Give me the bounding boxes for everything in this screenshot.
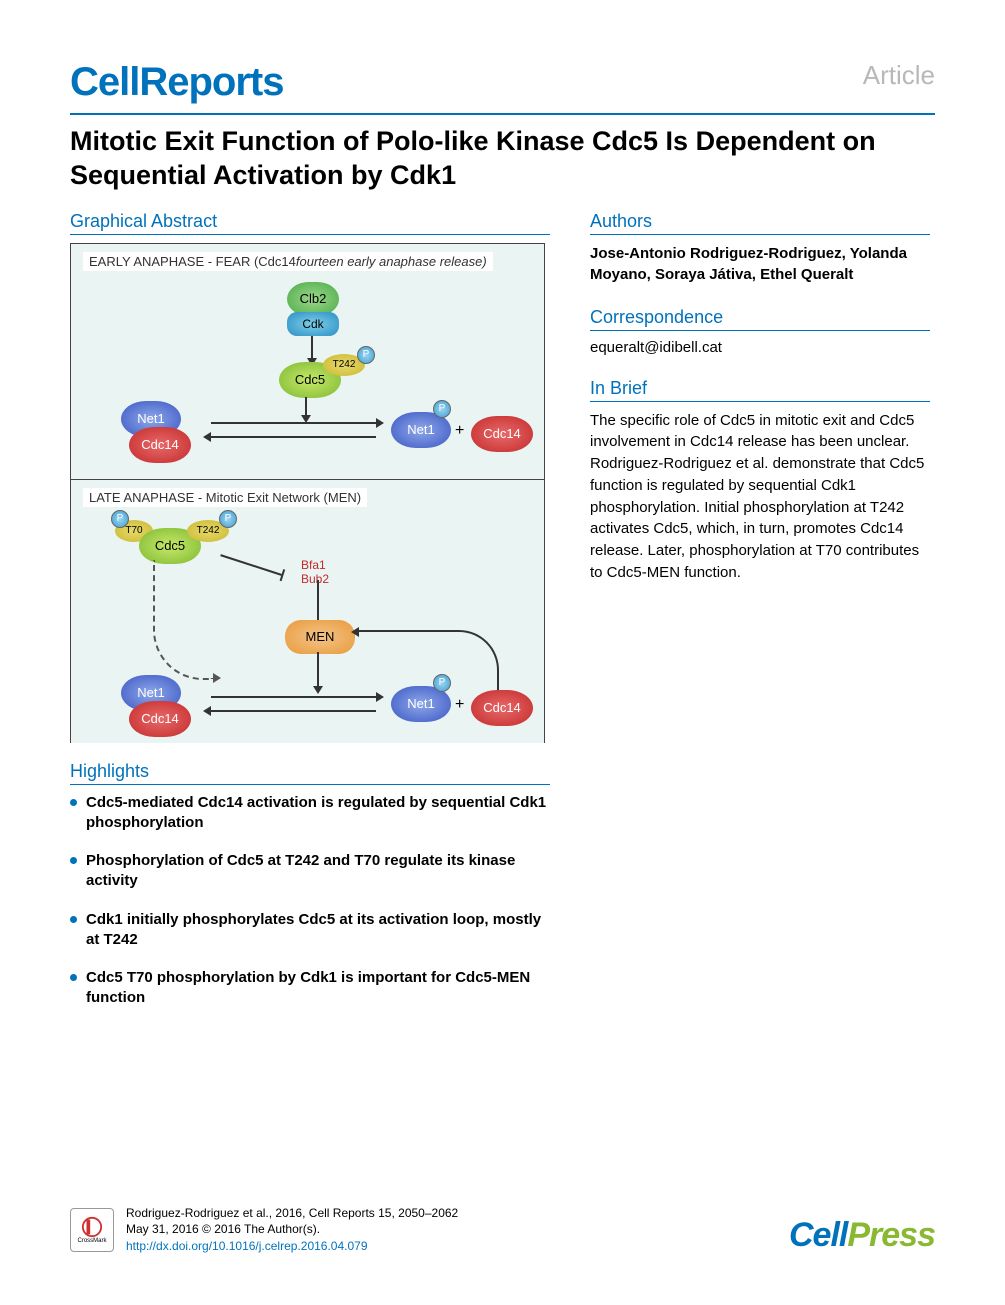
cellpress-cell: Cell xyxy=(789,1216,847,1254)
cellpress-press: Press xyxy=(847,1216,935,1254)
bfa-bub2-label: Bfa1 Bub2 xyxy=(301,558,329,587)
plus-top: + xyxy=(455,422,464,440)
journal-reports: Reports xyxy=(139,60,283,104)
panel-bottom-label: LATE ANAPHASE - Mitotic Exit Network (ME… xyxy=(83,488,367,507)
crossmark-icon[interactable]: CrossMark xyxy=(70,1208,114,1252)
arrow-left-bottom xyxy=(211,710,376,712)
crossmark-label: CrossMark xyxy=(77,1238,106,1244)
authors-heading: Authors xyxy=(590,211,930,235)
cdc14-right-top: Cdc14 xyxy=(471,416,533,452)
panel-late-anaphase: LATE ANAPHASE - Mitotic Exit Network (ME… xyxy=(71,480,544,743)
in-brief-heading: In Brief xyxy=(590,378,930,402)
plus-bottom: + xyxy=(455,696,464,714)
highlight-item: Cdk1 initially phosphorylates Cdc5 at it… xyxy=(70,910,550,951)
highlights-list: Cdc5-mediated Cdc14 activation is regula… xyxy=(70,793,550,1009)
blunt-bfa-to-men xyxy=(317,580,319,620)
arrow-right-bottom xyxy=(211,696,376,698)
graphical-abstract-diagram: EARLY ANAPHASE - FEAR (Cdc14fourteen ear… xyxy=(70,243,545,743)
p-badge-net1-bottom: P xyxy=(433,674,451,692)
footer: CrossMark Rodriguez-Rodriguez et al., 20… xyxy=(70,1205,935,1255)
article-title: Mitotic Exit Function of Polo-like Kinas… xyxy=(70,125,935,193)
graphical-abstract-heading: Graphical Abstract xyxy=(70,211,550,235)
clb2-protein: Clb2 xyxy=(287,282,339,316)
highlights-heading: Highlights xyxy=(70,761,550,785)
citation: Rodriguez-Rodriguez et al., 2016, Cell R… xyxy=(126,1205,458,1255)
article-type: Article xyxy=(863,60,935,91)
in-brief-text: The specific role of Cdc5 in mitotic exi… xyxy=(590,410,930,584)
panel-top-label-b: fourteen early anaphase release) xyxy=(296,254,487,269)
bub2-text: Bub2 xyxy=(301,572,329,586)
highlight-item: Phosphorylation of Cdc5 at T242 and T70 … xyxy=(70,851,550,892)
arrow-right-top xyxy=(211,422,376,424)
highlight-item: Cdc5 T70 phosphorylation by Cdk1 is impo… xyxy=(70,968,550,1009)
header-row: CellReports Article xyxy=(70,60,935,105)
citation-line2: May 31, 2016 © 2016 The Author(s). xyxy=(126,1221,458,1238)
left-column: Graphical Abstract EARLY ANAPHASE - FEAR… xyxy=(70,211,550,1027)
journal-title: CellReports xyxy=(70,60,284,105)
right-column: Authors Jose-Antonio Rodriguez-Rodriguez… xyxy=(590,211,930,1027)
cdc14-right-bottom: Cdc14 xyxy=(471,690,533,726)
footer-left: CrossMark Rodriguez-Rodriguez et al., 20… xyxy=(70,1205,458,1255)
highlight-item: Cdc5-mediated Cdc14 activation is regula… xyxy=(70,793,550,834)
arrow-cdk-to-cdc5 xyxy=(311,336,313,358)
title-bar: Mitotic Exit Function of Polo-like Kinas… xyxy=(70,113,935,193)
men-node: MEN xyxy=(285,620,355,654)
citation-line1: Rodriguez-Rodriguez et al., 2016, Cell R… xyxy=(126,1205,458,1222)
authors-text: Jose-Antonio Rodriguez-Rodriguez, Yoland… xyxy=(590,243,930,285)
arrow-men-down xyxy=(317,652,319,686)
panel-top-label-a: EARLY ANAPHASE - FEAR (Cdc14 xyxy=(89,254,296,269)
blunt-cdc5-to-bfa xyxy=(220,554,281,576)
panel-early-anaphase: EARLY ANAPHASE - FEAR (Cdc14fourteen ear… xyxy=(71,244,544,480)
doi-link[interactable]: http://dx.doi.org/10.1016/j.celrep.2016.… xyxy=(126,1238,458,1255)
cdc14-left-top: Cdc14 xyxy=(129,427,191,463)
journal-cell: Cell xyxy=(70,60,139,104)
cdk-protein: Cdk xyxy=(287,312,339,336)
correspondence-heading: Correspondence xyxy=(590,307,930,331)
p-badge-net1-top: P xyxy=(433,400,451,418)
cdc14-left-bottom: Cdc14 xyxy=(129,701,191,737)
p-badge-t242-top: P xyxy=(357,346,375,364)
arrow-cdc5-down xyxy=(305,397,307,415)
arrow-left-top xyxy=(211,436,376,438)
bfa1-text: Bfa1 xyxy=(301,558,329,572)
arrow-cdc14-to-men xyxy=(359,630,499,690)
dashed-arrow-cdc5-down xyxy=(153,560,213,680)
panel-top-label: EARLY ANAPHASE - FEAR (Cdc14fourteen ear… xyxy=(83,252,493,271)
cellpress-logo: CellPress xyxy=(789,1216,935,1255)
p-badge-t70: P xyxy=(111,510,129,528)
correspondence-email[interactable]: equeralt@idibell.cat xyxy=(590,339,930,356)
p-badge-t242-bottom: P xyxy=(219,510,237,528)
main-columns: Graphical Abstract EARLY ANAPHASE - FEAR… xyxy=(70,211,935,1027)
